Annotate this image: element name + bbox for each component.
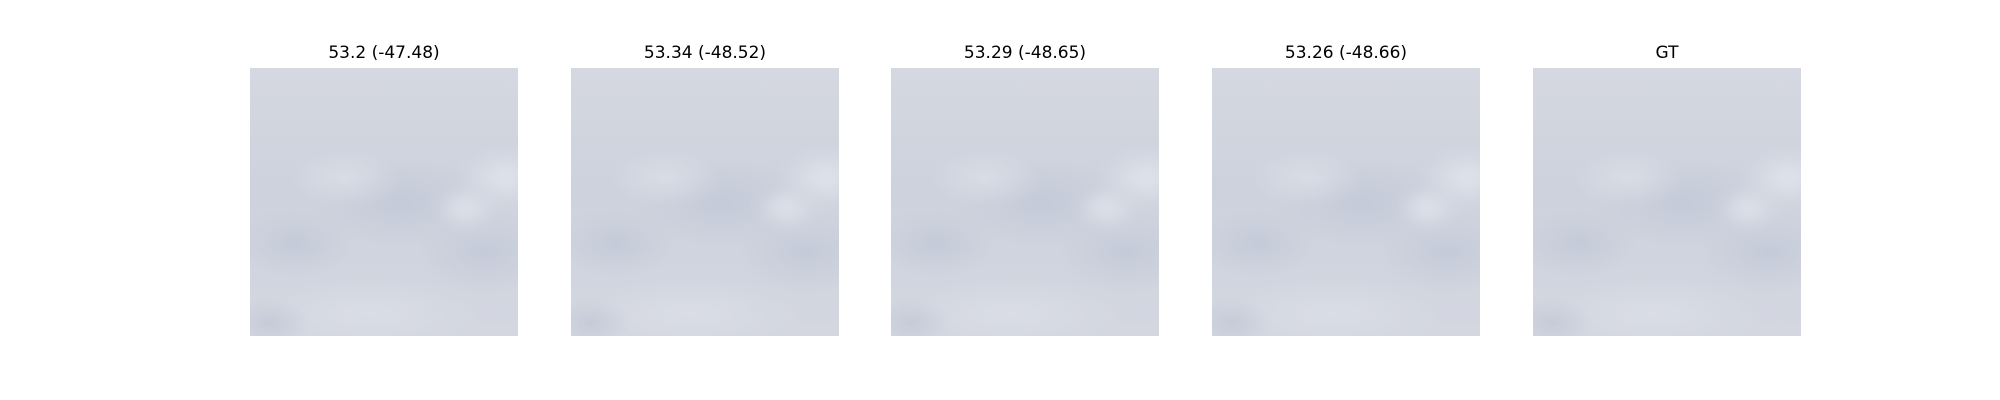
panel-2: 53.34 (-48.52): [571, 0, 839, 400]
panel-4: 53.26 (-48.66): [1212, 0, 1480, 400]
cloudy-sky-image: [1533, 68, 1801, 336]
cloudy-sky-image: [891, 68, 1159, 336]
panel-1: 53.2 (-47.48): [250, 0, 518, 400]
panel-title: 53.34 (-48.52): [571, 43, 839, 63]
panel-3: 53.29 (-48.65): [891, 0, 1159, 400]
panel-title: GT: [1533, 43, 1801, 63]
cloudy-sky-image: [250, 68, 518, 336]
panel-5-ground-truth: GT: [1533, 0, 1801, 400]
cloudy-sky-image: [571, 68, 839, 336]
panel-title: 53.2 (-47.48): [250, 43, 518, 63]
panel-title: 53.29 (-48.65): [891, 43, 1159, 63]
cloudy-sky-image: [1212, 68, 1480, 336]
panel-title: 53.26 (-48.66): [1212, 43, 1480, 63]
